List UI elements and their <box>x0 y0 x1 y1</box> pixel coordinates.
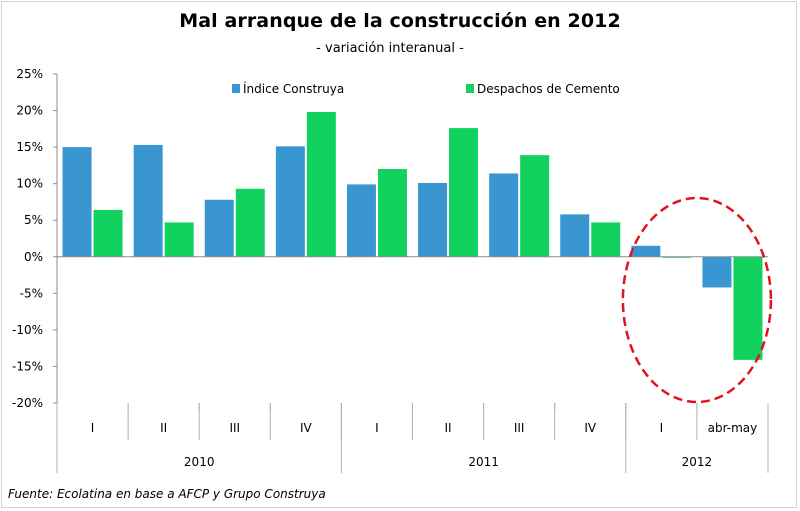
legend-swatch <box>232 84 240 93</box>
bar-indice-construya <box>204 199 234 257</box>
y-tick-label: 5% <box>24 213 43 227</box>
bar-indice-construya <box>631 245 661 257</box>
bar-despachos-de-cemento <box>733 256 763 360</box>
legend-label: Índice Construya <box>243 81 344 96</box>
bar-despachos-de-cemento <box>235 188 265 257</box>
y-tick-label: 25% <box>16 67 43 81</box>
bar-indice-construya <box>133 144 163 257</box>
highlight-ellipse <box>621 196 773 404</box>
group-label: 2011 <box>468 455 499 469</box>
x-tick-label: III <box>229 421 240 435</box>
y-tick-label: 0% <box>24 250 43 264</box>
bar-indice-construya <box>702 256 732 288</box>
x-tick-label: I <box>375 421 379 435</box>
x-tick-label: I <box>660 421 664 435</box>
bar-indice-construya <box>489 173 519 257</box>
bar-despachos-de-cemento <box>520 155 550 257</box>
y-tick-label: -10% <box>12 323 43 337</box>
x-tick-label: II <box>160 421 167 435</box>
legend-label: Despachos de Cemento <box>477 82 620 96</box>
bar-despachos-de-cemento <box>591 222 621 257</box>
x-tick-label: II <box>445 421 452 435</box>
y-tick-label: -20% <box>12 396 43 410</box>
legend-swatch <box>466 84 474 93</box>
chart-source: Fuente: Ecolatina en base a AFCP y Grupo… <box>8 487 326 501</box>
x-tick-label: III <box>514 421 525 435</box>
bar-despachos-de-cemento <box>93 209 123 257</box>
y-tick-label: 20% <box>16 104 43 118</box>
x-tick-label: IV <box>584 421 597 435</box>
bar-despachos-de-cemento <box>377 169 407 257</box>
bar-indice-construya <box>560 214 590 257</box>
y-tick-label: 10% <box>16 177 43 191</box>
bar-despachos-de-cemento <box>164 222 194 257</box>
x-tick-label: IV <box>300 421 313 435</box>
y-tick-label: 15% <box>16 140 43 154</box>
x-tick-label: abr-may <box>708 421 758 435</box>
bar-despachos-de-cemento <box>449 128 479 257</box>
x-tick-label: I <box>91 421 95 435</box>
bar-indice-construya <box>62 147 92 257</box>
group-label: 2012 <box>682 455 713 469</box>
chart-subtitle: - variación interanual - <box>316 41 464 56</box>
bar-indice-construya <box>418 182 448 257</box>
y-tick-label: -15% <box>12 359 43 373</box>
chart-title: Mal arranque de la construcción en 2012 <box>179 10 621 32</box>
bar-indice-construya <box>275 146 305 257</box>
bar-despachos-de-cemento <box>306 112 336 257</box>
group-label: 2010 <box>184 455 215 469</box>
y-tick-label: -5% <box>20 286 43 300</box>
bar-indice-construya <box>346 184 376 257</box>
